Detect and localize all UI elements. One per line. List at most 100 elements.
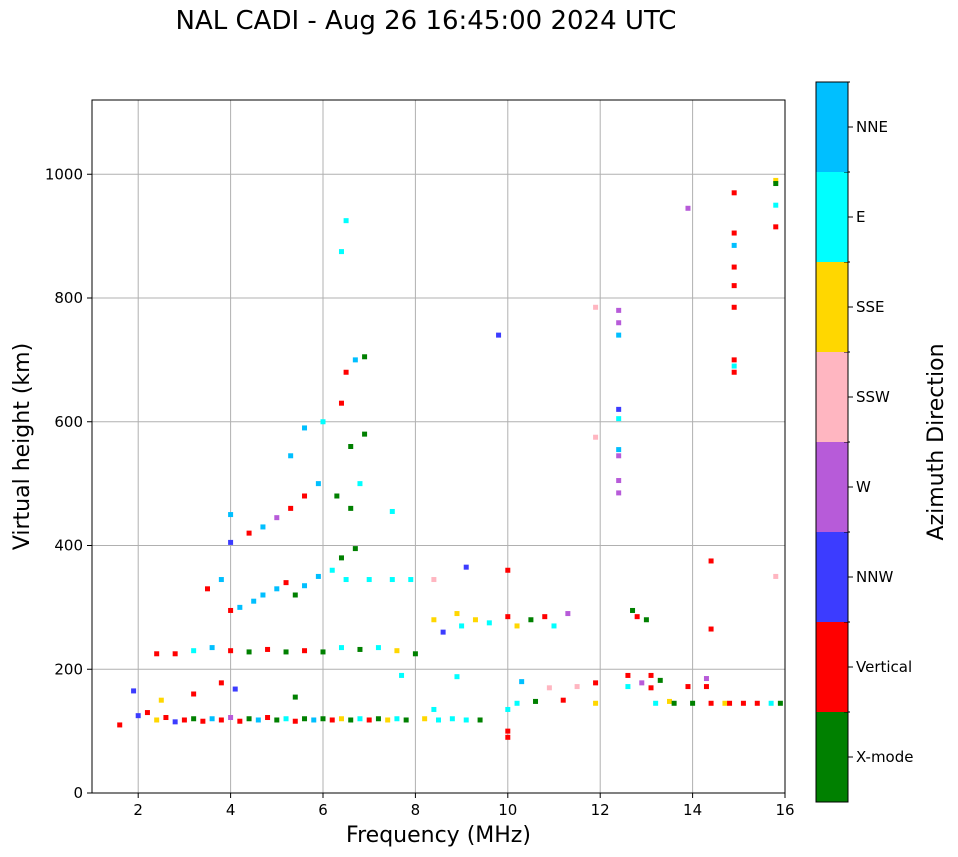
colorbar-swatch — [816, 442, 848, 532]
y-tick-label: 0 — [73, 784, 83, 802]
data-point — [422, 716, 428, 722]
data-point — [505, 728, 511, 734]
data-point — [288, 453, 294, 459]
x-tick-label: 4 — [226, 801, 236, 819]
data-point — [731, 283, 737, 289]
data-point — [274, 515, 280, 521]
data-point — [191, 691, 197, 697]
data-point — [154, 651, 160, 657]
x-axis-label: Frequency (MHz) — [346, 823, 531, 848]
data-point — [338, 400, 344, 406]
data-point — [616, 478, 622, 484]
data-point — [255, 717, 261, 723]
data-point — [352, 546, 358, 552]
data-point — [616, 447, 622, 453]
data-point — [265, 715, 271, 721]
data-point — [639, 680, 645, 686]
colorbar-swatch — [816, 172, 848, 262]
data-point — [773, 224, 779, 230]
data-point — [154, 717, 160, 723]
x-tick-label: 16 — [775, 801, 794, 819]
data-point — [394, 716, 400, 722]
data-point — [731, 242, 737, 248]
data-point — [144, 710, 150, 716]
data-point — [703, 676, 709, 682]
data-point — [283, 649, 289, 655]
data-point — [731, 190, 737, 196]
data-point — [773, 573, 779, 579]
data-point — [593, 680, 599, 686]
data-point — [228, 648, 234, 654]
data-point — [302, 493, 308, 499]
y-tick-label: 800 — [54, 289, 83, 307]
data-point — [486, 620, 492, 626]
data-point — [362, 354, 368, 360]
data-point — [454, 674, 460, 680]
data-point — [667, 698, 672, 704]
colorbar-frame — [815, 81, 849, 803]
data-point — [431, 577, 437, 583]
data-point — [375, 645, 381, 651]
data-point — [117, 722, 123, 728]
data-point — [218, 577, 224, 583]
data-point — [408, 577, 414, 583]
data-point — [528, 617, 534, 623]
data-point — [616, 332, 622, 338]
data-point — [399, 672, 405, 678]
data-point — [260, 592, 266, 598]
data-point — [773, 177, 779, 183]
data-point — [648, 672, 654, 678]
data-point — [357, 481, 363, 487]
data-point — [352, 357, 358, 363]
data-point — [565, 611, 571, 617]
colorbar-label: NNW — [856, 568, 893, 586]
colorbar-swatch — [816, 352, 848, 442]
data-point — [302, 583, 308, 589]
data-point — [320, 419, 326, 425]
data-point — [708, 626, 714, 632]
data-point — [616, 416, 622, 422]
data-point — [754, 700, 760, 706]
data-point — [348, 717, 354, 723]
data-point — [246, 716, 252, 722]
y-axis-label: Virtual height (km) — [10, 343, 35, 550]
data-point — [542, 614, 548, 620]
colorbar-title: Azimuth Direction — [924, 343, 949, 540]
data-point — [653, 700, 659, 706]
x-tick-label: 6 — [318, 801, 328, 819]
plot-frame — [91, 99, 786, 794]
data-point — [181, 717, 187, 723]
data-point — [274, 586, 280, 592]
data-point — [385, 717, 391, 723]
data-point — [643, 617, 649, 623]
data-point — [228, 512, 234, 518]
data-point — [731, 264, 737, 270]
data-point — [246, 649, 252, 655]
data-point — [703, 684, 709, 690]
data-point — [315, 481, 321, 487]
data-point — [343, 369, 349, 375]
data-point — [315, 573, 321, 579]
data-point — [232, 686, 238, 692]
data-point — [514, 623, 520, 629]
data-point — [768, 700, 774, 706]
data-point — [551, 623, 557, 629]
data-point — [477, 717, 483, 723]
data-point — [625, 684, 631, 690]
data-point — [357, 646, 363, 652]
data-point — [625, 672, 631, 678]
data-point — [163, 715, 169, 721]
data-point — [616, 490, 622, 496]
y-tick-label: 1000 — [45, 165, 83, 183]
data-point — [560, 697, 566, 703]
y-tick-label: 400 — [54, 537, 83, 555]
data-point — [773, 202, 779, 208]
data-point — [708, 700, 714, 706]
data-point — [593, 700, 599, 706]
data-point — [135, 713, 141, 719]
data-point — [366, 717, 372, 723]
data-point — [731, 369, 737, 375]
data-point — [463, 564, 469, 570]
data-point — [616, 406, 622, 412]
data-point — [449, 716, 455, 722]
